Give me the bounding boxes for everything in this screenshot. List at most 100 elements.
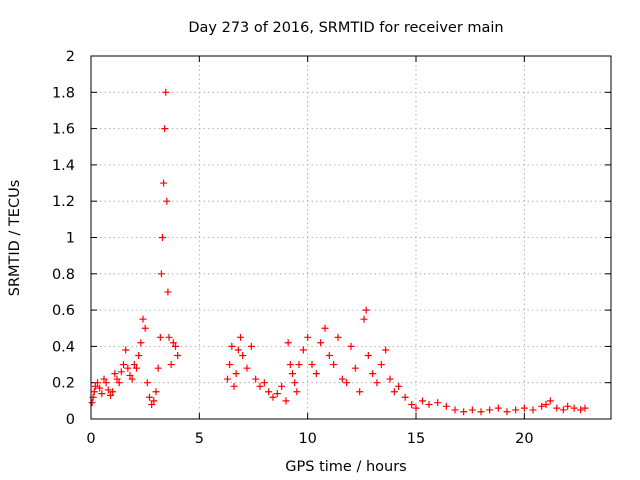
- data-point: [284, 339, 292, 347]
- data-point: [564, 402, 572, 410]
- data-point: [150, 397, 158, 405]
- data-point: [102, 379, 110, 387]
- data-point: [120, 361, 127, 369]
- data-point: [291, 379, 299, 387]
- data-point: [234, 346, 242, 354]
- data-point: [559, 406, 567, 414]
- data-point: [167, 361, 175, 369]
- data-point: [256, 382, 264, 390]
- data-point: [581, 404, 589, 412]
- data-point: [477, 408, 485, 416]
- y-tick-label: 1.2: [52, 194, 75, 210]
- data-point: [343, 379, 351, 387]
- data-point: [395, 382, 403, 390]
- data-point: [111, 370, 119, 378]
- data-point: [239, 351, 247, 359]
- chart-title: Day 273 of 2016, SRMTID for receiver mai…: [188, 20, 503, 36]
- data-point: [494, 404, 502, 412]
- y-tick-label: 0: [66, 412, 75, 428]
- x-tick-label: 20: [515, 431, 533, 447]
- data-point: [382, 346, 390, 354]
- data-point: [286, 361, 294, 369]
- y-tick-label: 0.2: [52, 376, 75, 392]
- data-point: [169, 339, 177, 347]
- data-point: [425, 400, 433, 408]
- x-tick-label: 10: [298, 431, 316, 447]
- data-point: [156, 333, 164, 341]
- data-point: [107, 391, 114, 399]
- data-point: [141, 324, 149, 332]
- data-point: [96, 384, 104, 392]
- data-point: [312, 370, 320, 378]
- data-point: [165, 333, 173, 341]
- data-point: [163, 197, 171, 205]
- data-point: [451, 406, 459, 414]
- data-point: [529, 406, 537, 414]
- data-point: [373, 379, 381, 387]
- data-point: [347, 342, 355, 350]
- data-point: [577, 406, 585, 414]
- x-tick-label: 15: [407, 431, 425, 447]
- data-point: [228, 342, 236, 350]
- y-tick-label: 2: [66, 49, 75, 65]
- data-point: [334, 333, 342, 341]
- data-point: [570, 404, 578, 412]
- data-point: [139, 315, 147, 323]
- y-tick-label: 1.8: [52, 85, 75, 101]
- data-point: [91, 382, 99, 390]
- data-point: [162, 88, 170, 96]
- data-point: [362, 306, 370, 314]
- data-point: [143, 379, 151, 387]
- data-point: [232, 370, 240, 378]
- grid: [91, 56, 611, 419]
- data-point: [104, 386, 112, 394]
- data-point: [304, 333, 312, 341]
- data-point: [289, 370, 296, 378]
- data-point: [408, 400, 416, 408]
- data-point: [230, 382, 238, 390]
- data-point: [90, 388, 98, 396]
- data-point: [282, 397, 290, 405]
- data-point: [100, 375, 108, 383]
- data-point: [293, 388, 301, 396]
- data-point: [273, 390, 281, 398]
- data-points: [88, 88, 589, 416]
- data-point: [512, 406, 520, 414]
- data-point: [364, 351, 372, 359]
- data-point: [247, 342, 255, 350]
- data-point: [164, 288, 172, 296]
- data-point: [460, 408, 468, 416]
- data-point: [135, 351, 143, 359]
- data-point: [122, 346, 130, 354]
- data-point: [538, 402, 546, 410]
- data-point: [295, 361, 303, 369]
- data-point: [94, 379, 101, 387]
- data-point: [503, 408, 511, 416]
- data-point: [419, 397, 426, 405]
- x-ticks: 0 5 10 15 20: [86, 56, 534, 447]
- data-point: [299, 346, 307, 354]
- data-point: [128, 375, 136, 383]
- data-point: [243, 364, 251, 372]
- x-axis-label: GPS time / hours: [285, 459, 406, 475]
- data-point: [154, 364, 162, 372]
- data-point: [161, 125, 169, 133]
- data-point: [401, 393, 409, 401]
- data-point: [237, 333, 244, 341]
- data-point: [88, 399, 96, 407]
- data-point: [546, 397, 554, 405]
- data-point: [434, 399, 442, 407]
- y-ticks: 0 0.2 0.4 0.6 0.8 1 1.2 1.4 1.6 1.8 2: [52, 49, 611, 428]
- data-point: [412, 404, 420, 412]
- data-point: [146, 393, 153, 401]
- y-tick-label: 0.4: [52, 339, 75, 355]
- y-tick-label: 1.6: [52, 122, 75, 138]
- data-point: [442, 402, 450, 410]
- data-point: [160, 179, 168, 187]
- y-tick-label: 1.4: [52, 158, 75, 174]
- y-tick-label: 0.8: [52, 267, 75, 283]
- data-point: [360, 315, 368, 323]
- y-tick-label: 1: [66, 231, 75, 247]
- data-point: [152, 388, 160, 396]
